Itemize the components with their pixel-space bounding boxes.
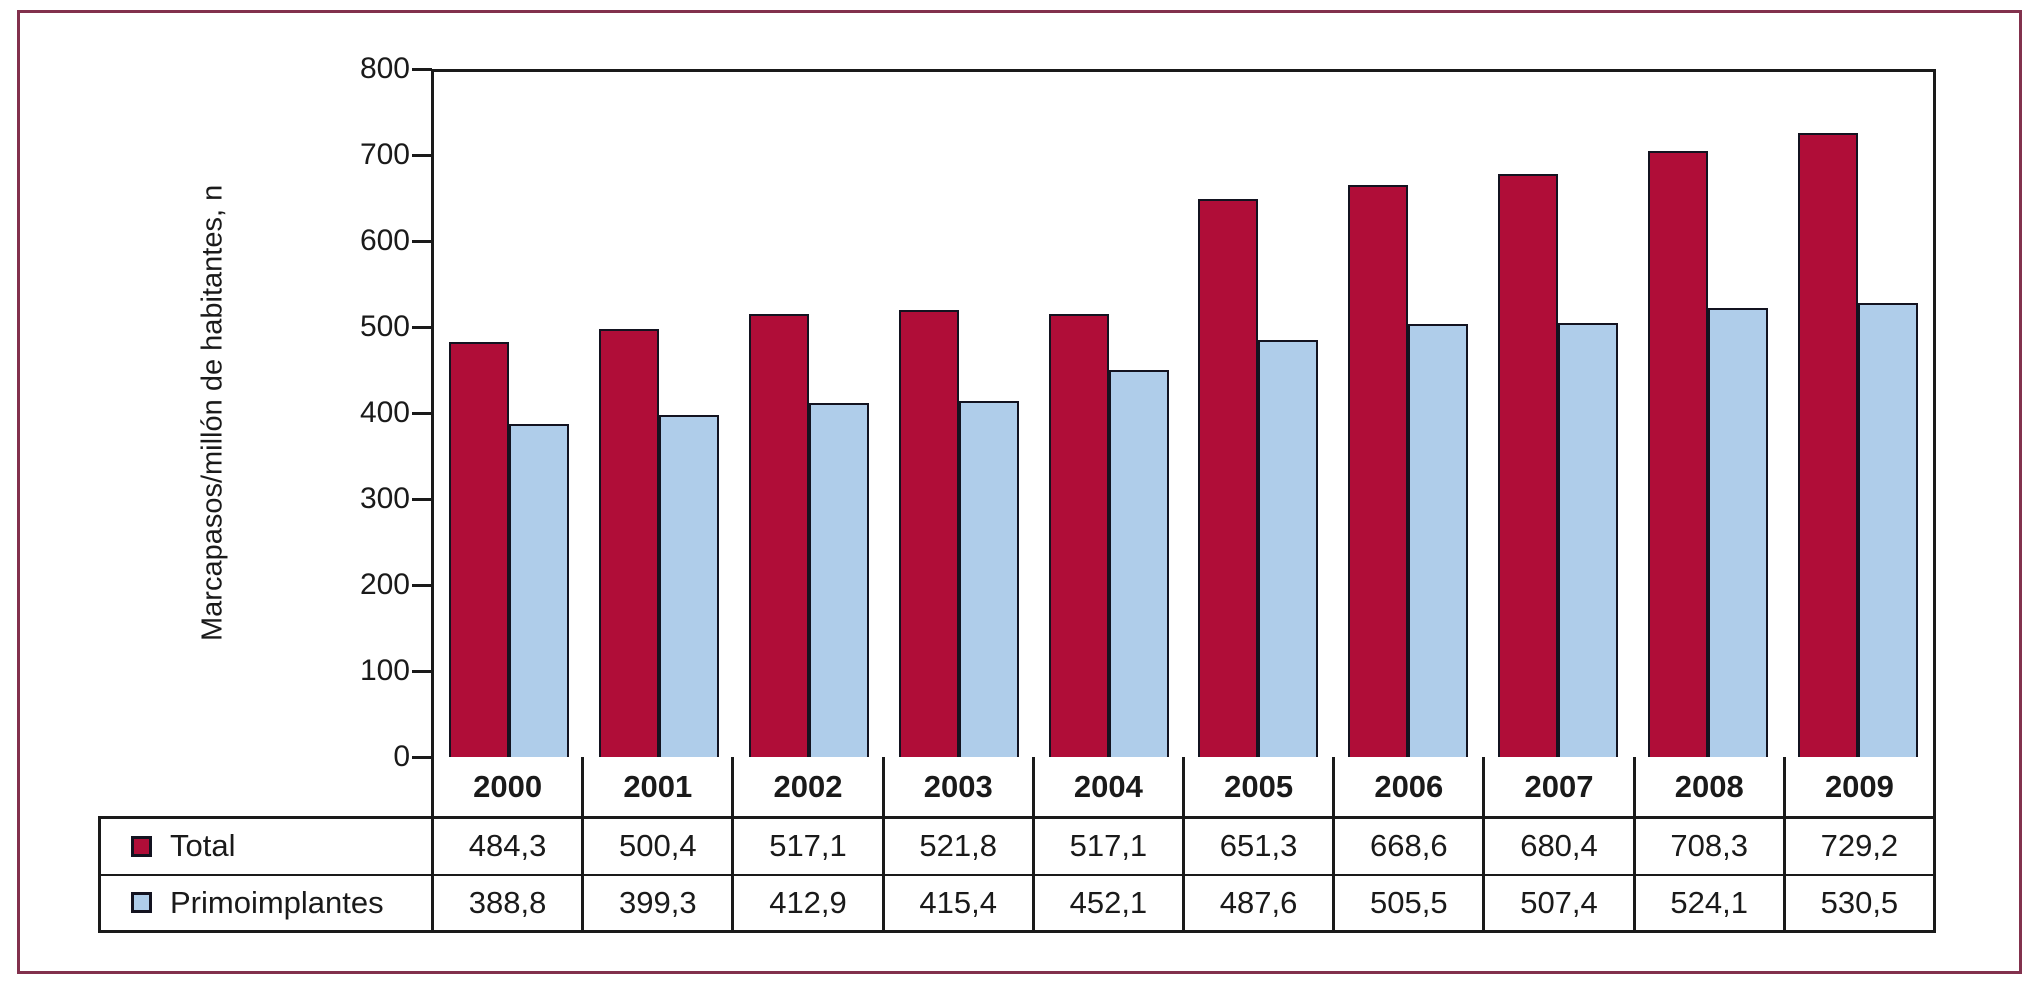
y-tick-label-400: 400 [359, 396, 410, 429]
x-tick-label-2002: 2002 [731, 757, 881, 816]
bar-primoimplantes-2000 [508, 424, 569, 757]
value-total-2007: 680,4 [1482, 819, 1632, 874]
value-primoimplantes-2001: 399,3 [581, 875, 731, 930]
value-primoimplantes-2009: 530,5 [1782, 875, 1933, 930]
bar-group-2002 [734, 72, 884, 757]
bar-total-2004 [1048, 314, 1109, 757]
bar-total-2000 [448, 342, 509, 757]
bar-primoimplantes-2004 [1108, 369, 1169, 757]
legend-label-total: Total [170, 828, 236, 864]
y-tick-label-500: 500 [359, 310, 410, 343]
value-total-2004: 517,1 [1031, 819, 1182, 874]
bar-primoimplantes-2003 [958, 401, 1019, 757]
figure-frame [17, 10, 2022, 974]
value-total-2008: 708,3 [1632, 819, 1783, 874]
bar-primoimplantes-2002 [808, 403, 869, 757]
bar-group-2004 [1034, 72, 1184, 757]
value-total-2001: 500,4 [581, 819, 731, 874]
bar-total-2008 [1648, 150, 1709, 757]
y-tick-mark-100 [412, 670, 432, 673]
x-tick-label-2007: 2007 [1482, 757, 1632, 816]
x-tick-label-2009: 2009 [1782, 757, 1933, 816]
value-total-2005: 651,3 [1181, 819, 1332, 874]
x-tick-label-2000: 2000 [431, 757, 581, 816]
y-tick-mark-400 [412, 412, 432, 415]
bar-group-2006 [1333, 72, 1483, 757]
legend-cell-primoimplantes: Primoimplantes [101, 876, 431, 931]
bar-total-2002 [748, 314, 809, 757]
table-row-primoimplantes: Primoimplantes 388,8 399,3 412,9 415,4 452,1 4… [101, 873, 1933, 931]
bar-group-2000 [434, 72, 584, 757]
legend-swatch-total-icon [131, 835, 152, 857]
bar-total-2007 [1498, 174, 1559, 757]
y-tick-mark-0 [412, 756, 432, 759]
y-tick-mark-200 [412, 584, 432, 587]
y-tick-label-700: 700 [359, 138, 410, 171]
bar-total-2001 [598, 328, 659, 757]
value-total-2009: 729,2 [1782, 819, 1933, 874]
bar-group-2008 [1633, 72, 1783, 757]
value-total-2002: 517,1 [731, 819, 881, 874]
bar-group-2005 [1184, 72, 1334, 757]
bar-total-2005 [1198, 199, 1259, 757]
bar-group-2003 [884, 72, 1034, 757]
y-tick-label-800: 800 [359, 52, 410, 85]
y-tick-mark-600 [412, 240, 432, 243]
y-tick-label-300: 300 [359, 482, 410, 515]
x-tick-label-2003: 2003 [881, 757, 1032, 816]
y-axis-title: Marcapasos/millón de habitantes, n [196, 184, 229, 642]
value-total-2000: 484,3 [431, 819, 581, 874]
bar-total-2009 [1798, 132, 1859, 757]
y-tick-mark-500 [412, 326, 432, 329]
legend-swatch-primoimplantes-icon [131, 892, 152, 914]
bar-group-2007 [1483, 72, 1633, 757]
value-primoimplantes-2005: 487,6 [1181, 875, 1332, 930]
x-tick-label-2006: 2006 [1332, 757, 1482, 816]
x-axis-year-row: 2000 2001 2002 2003 2004 2005 2006 2007 2008 2009 [431, 757, 1936, 816]
bar-primoimplantes-2009 [1858, 302, 1919, 757]
value-primoimplantes-2002: 412,9 [731, 875, 881, 930]
data-table: Total 484,3 500,4 517,1 521,8 517,1 651,3 668,6… [98, 816, 1936, 933]
bar-total-2003 [898, 310, 959, 757]
bar-primoimplantes-2001 [658, 415, 719, 757]
value-primoimplantes-2003: 415,4 [881, 875, 1032, 930]
plot-area [431, 69, 1936, 757]
bar-group-2009 [1783, 72, 1933, 757]
bar-primoimplantes-2008 [1708, 308, 1769, 757]
y-tick-mark-800 [412, 68, 432, 71]
y-tick-mark-700 [412, 154, 432, 157]
value-primoimplantes-2007: 507,4 [1482, 875, 1632, 930]
x-tick-label-2001: 2001 [581, 757, 731, 816]
x-tick-label-2008: 2008 [1632, 757, 1783, 816]
y-tick-label-200: 200 [359, 568, 410, 601]
y-tick-label-100: 100 [359, 654, 410, 687]
bar-total-2006 [1348, 184, 1409, 757]
y-tick-label-0: 0 [393, 740, 410, 773]
value-total-2003: 521,8 [881, 819, 1032, 874]
value-primoimplantes-2004: 452,1 [1031, 875, 1182, 930]
x-tick-label-2005: 2005 [1182, 757, 1332, 816]
y-tick-mark-300 [412, 498, 432, 501]
legend-label-primoimplantes: Primoimplantes [170, 884, 384, 920]
bar-primoimplantes-2006 [1408, 324, 1469, 757]
value-primoimplantes-2000: 388,8 [431, 875, 581, 930]
x-tick-label-2004: 2004 [1031, 757, 1182, 816]
table-row-total: Total 484,3 500,4 517,1 521,8 517,1 651,3 668,6… [101, 819, 1933, 874]
value-total-2006: 668,6 [1332, 819, 1482, 874]
bar-primoimplantes-2007 [1558, 322, 1619, 757]
y-tick-label-600: 600 [359, 224, 410, 257]
value-primoimplantes-2008: 524,1 [1632, 875, 1783, 930]
bar-primoimplantes-2005 [1258, 339, 1319, 757]
legend-cell-total: Total [101, 819, 431, 874]
bar-group-2001 [584, 72, 734, 757]
value-primoimplantes-2006: 505,5 [1332, 875, 1482, 930]
